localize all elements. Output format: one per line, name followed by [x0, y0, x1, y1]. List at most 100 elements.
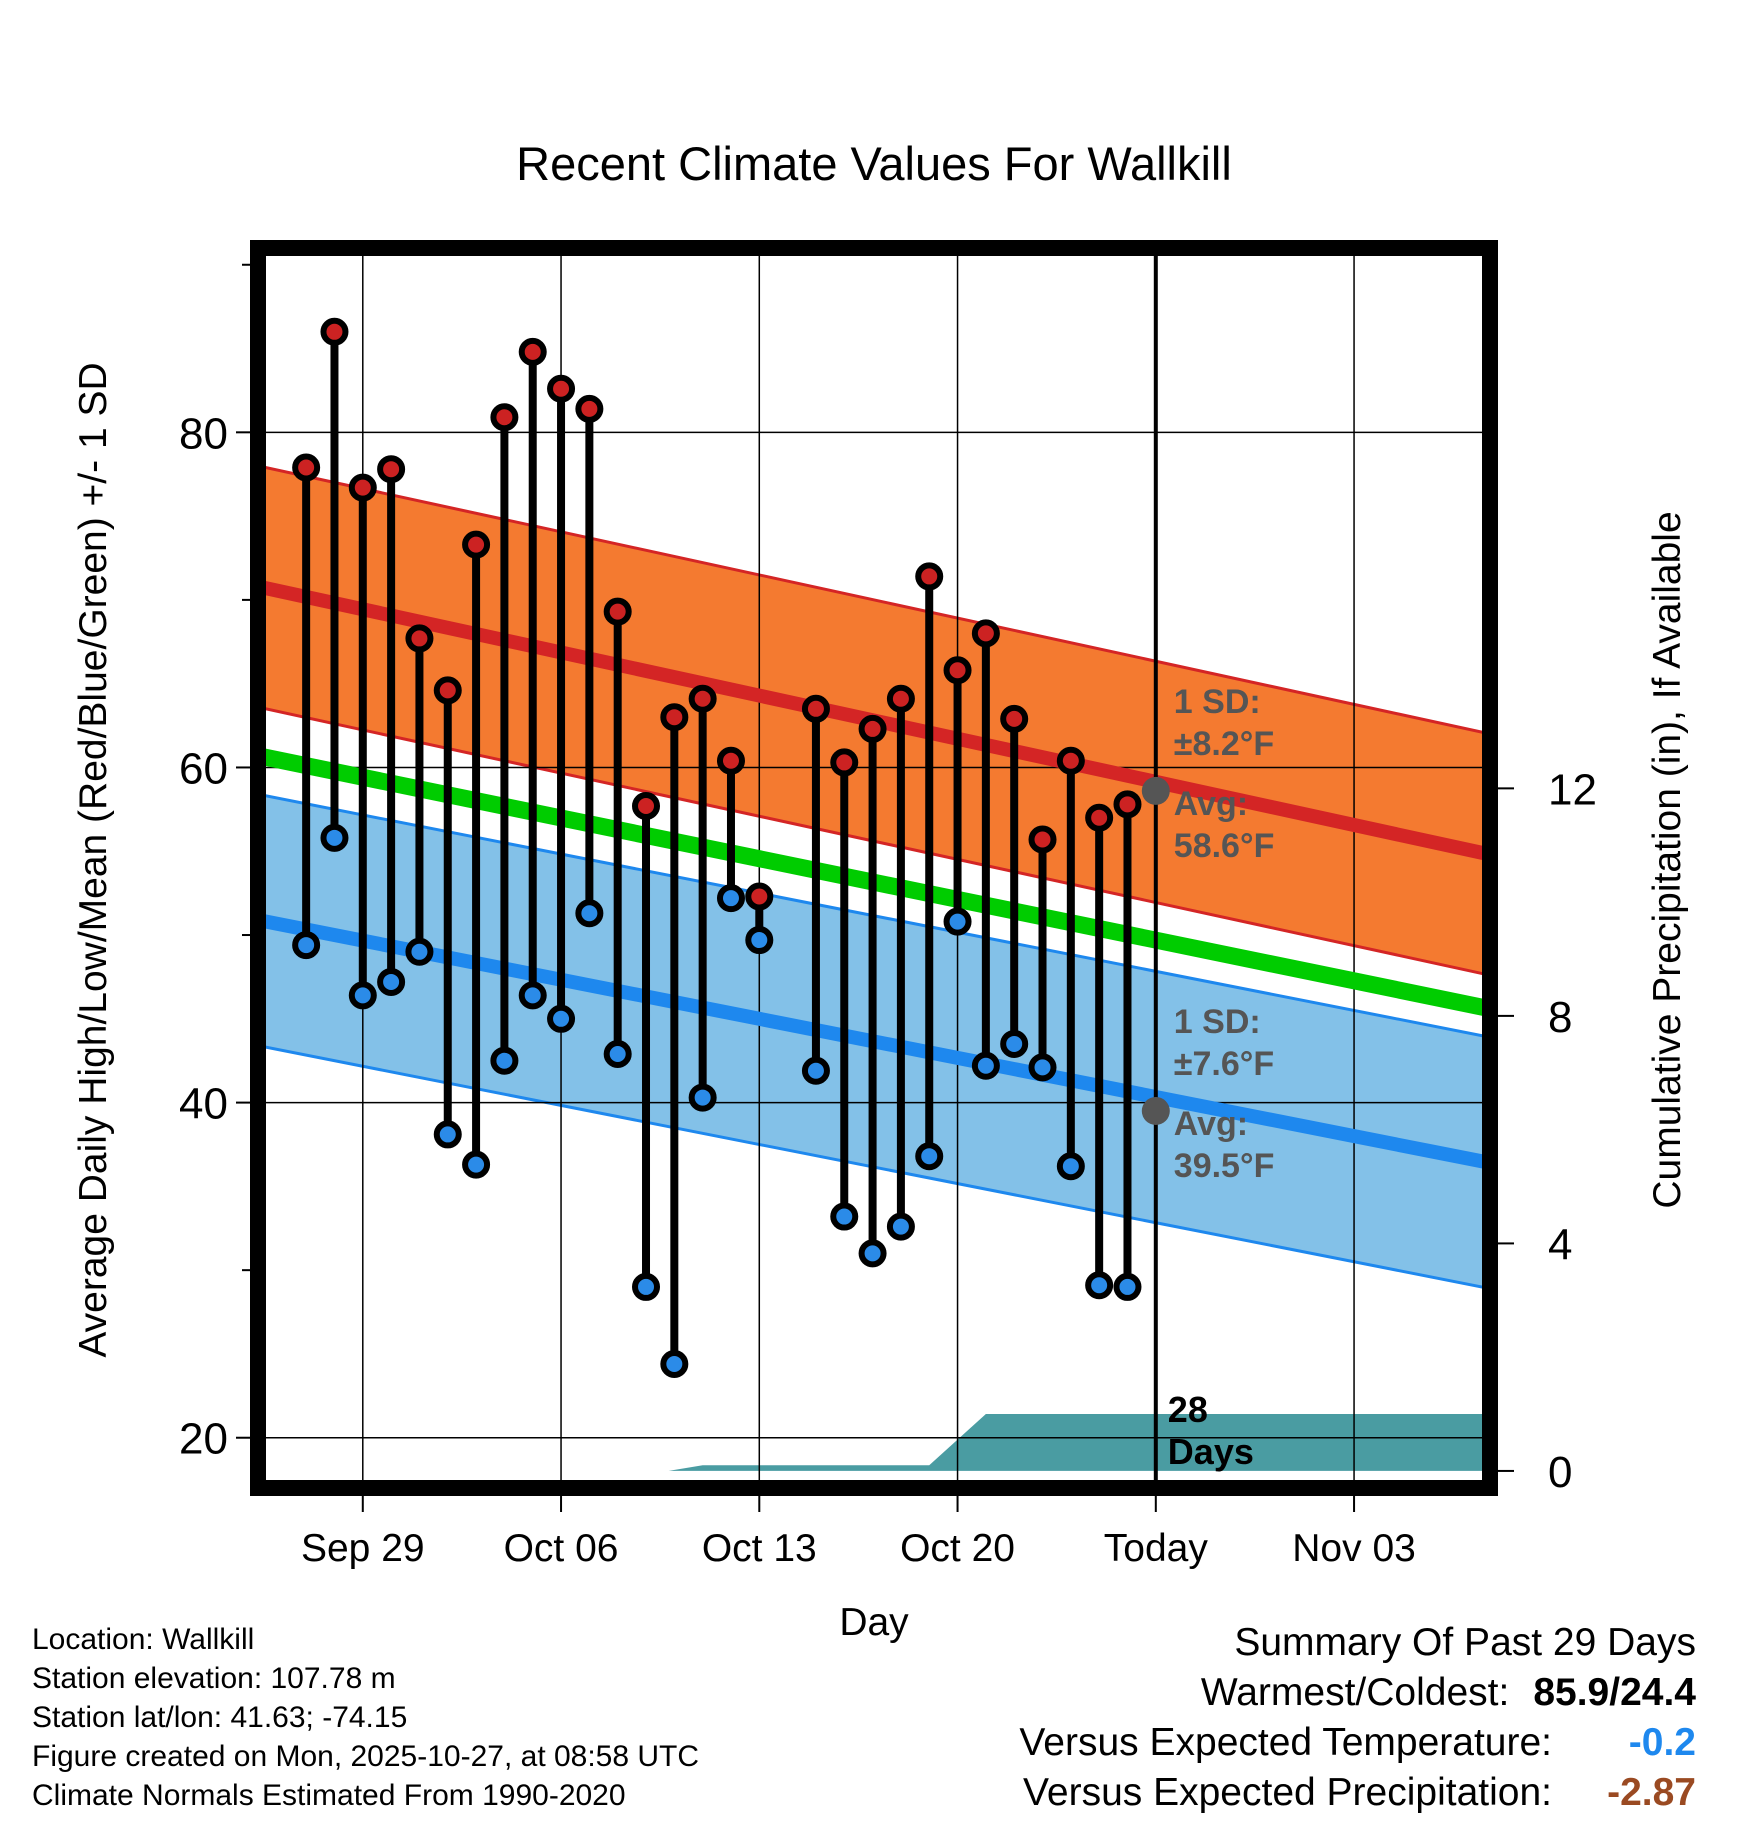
y2-tick-label: 4 [1548, 1220, 1572, 1269]
daily-high-point [745, 882, 774, 911]
high-avg-label: Avg: [1174, 785, 1248, 823]
high-avg-value: 58.6°F [1174, 827, 1275, 865]
low-avg-label: Avg: [1174, 1105, 1248, 1143]
daily-low-point [462, 1150, 491, 1179]
daily-high-point [971, 619, 1000, 648]
daily-low-point [688, 1083, 717, 1112]
daily-high-point [943, 656, 972, 685]
daily-high-point [660, 703, 689, 732]
daily-high-point [320, 317, 349, 346]
plot-area: 1 SD: ±8.2°F Avg: 58.6°F 1 SD: ±7.6°F Avg: 39.5… [179, 240, 1597, 1570]
low-avg-value: 39.5°F [1174, 1147, 1275, 1185]
daily-high-point [1000, 704, 1029, 733]
latlon-text: Station lat/lon: 41.63; -74.15 [32, 1701, 408, 1734]
created-text: Figure created on Mon, 2025-10-27, at 08… [32, 1740, 700, 1773]
daily-low-point [433, 1120, 462, 1149]
normals-text: Climate Normals Estimated From 1990-2020 [32, 1779, 626, 1812]
daily-high-point [1113, 790, 1142, 819]
daily-high-point [688, 684, 717, 713]
daily-high-point [547, 374, 576, 403]
warmest-label: Warmest/Coldest: [1200, 1671, 1510, 1714]
daily-low-point [660, 1350, 689, 1378]
daily-low-point [830, 1202, 859, 1231]
daily-high-point [886, 684, 915, 713]
daily-high-point [462, 530, 491, 559]
daily-high-point [603, 597, 632, 626]
y2-axis-label: Cumulative Precipitation (in), If Availa… [1646, 511, 1689, 1208]
daily-low-point [858, 1239, 887, 1268]
high-sd-label: 1 SD: [1174, 683, 1261, 721]
daily-high-point [405, 624, 434, 653]
daily-low-point [292, 931, 321, 960]
x-axis-label: Day [839, 1601, 909, 1644]
daily-low-point [575, 899, 604, 928]
x-tick-label: Nov 03 [1292, 1527, 1416, 1570]
daily-low-point [915, 1142, 944, 1171]
precip-departure-label: Versus Expected Precipitation: [1023, 1771, 1552, 1814]
daily-low-point [943, 907, 972, 936]
y2-tick-label: 8 [1548, 993, 1572, 1042]
daily-high-point [858, 714, 887, 743]
chart-title: Recent Climate Values For Wallkill [516, 137, 1232, 190]
daily-high-point [1085, 803, 1114, 832]
plot-content [258, 248, 1490, 1488]
daily-high-point [377, 455, 406, 484]
precip-area [258, 1414, 1490, 1471]
daily-low-point [716, 884, 745, 913]
daily-high-point [518, 337, 547, 366]
daily-high-point [915, 562, 944, 591]
summary-panel: Summary Of Past 29 Days Warmest/Coldest:… [796, 1618, 1696, 1818]
precip-departure-value: -2.87 [1607, 1771, 1696, 1814]
warmest-value: 85.9/24.4 [1533, 1671, 1696, 1714]
low-sd-label: 1 SD: [1174, 1003, 1261, 1041]
daily-low-point [377, 967, 406, 996]
daily-high-point [433, 676, 462, 705]
x-tick-label: Oct 13 [702, 1527, 817, 1570]
temp-departure-value: -0.2 [1628, 1721, 1696, 1764]
y2-tick-label: 0 [1548, 1448, 1572, 1497]
daily-low-point [1085, 1271, 1114, 1300]
days-count-number: 28 [1168, 1389, 1208, 1430]
daily-high-point [575, 394, 604, 423]
daily-low-point [1056, 1152, 1085, 1181]
y-axis-label: Average Daily High/Low/Mean (Red/Blue/Gr… [72, 362, 115, 1357]
daily-low-point [348, 981, 377, 1010]
today-low-avg-marker [1141, 1096, 1170, 1125]
x-tick-label: Oct 20 [900, 1527, 1015, 1570]
y-tick-label: 20 [179, 1415, 228, 1464]
low-sd-value: ±7.6°F [1174, 1045, 1274, 1083]
daily-low-point [1028, 1053, 1057, 1082]
daily-low-point [518, 981, 547, 1010]
x-tick-label: Sep 29 [301, 1527, 425, 1570]
elevation-text: Station elevation: 107.78 m [32, 1662, 396, 1695]
daily-high-point [292, 453, 321, 482]
daily-low-point [320, 823, 349, 852]
daily-low-point [547, 1004, 576, 1033]
daily-low-point [632, 1272, 661, 1301]
daily-high-point [632, 792, 661, 820]
daily-high-point [1056, 746, 1085, 775]
daily-low-point [490, 1046, 519, 1075]
y-tick-label: 80 [179, 409, 228, 458]
daily-low-point [603, 1040, 632, 1068]
days-count-word: Days [1168, 1431, 1254, 1472]
daily-high-point [490, 403, 519, 432]
y-tick-label: 60 [179, 744, 228, 793]
plot-frame [250, 240, 1498, 1496]
temp-departure-label: Versus Expected Temperature: [1019, 1721, 1552, 1764]
daily-low-point [405, 937, 434, 966]
summary-title: Summary Of Past 29 Days [1234, 1621, 1696, 1664]
station-info: Location: Wallkill Station elevation: 10… [32, 1620, 699, 1815]
today-high-avg-marker [1141, 776, 1170, 805]
location-text: Location: Wallkill [32, 1623, 255, 1656]
daily-high-point [716, 746, 745, 775]
daily-high-point [348, 473, 377, 502]
daily-high-point [1028, 825, 1057, 854]
daily-low-point [971, 1051, 1000, 1080]
y-tick-label: 40 [179, 1080, 228, 1129]
high-sd-value: ±8.2°F [1174, 725, 1274, 763]
daily-low-point [886, 1212, 915, 1241]
daily-low-point [801, 1056, 830, 1085]
x-tick-label: Oct 06 [504, 1527, 619, 1570]
